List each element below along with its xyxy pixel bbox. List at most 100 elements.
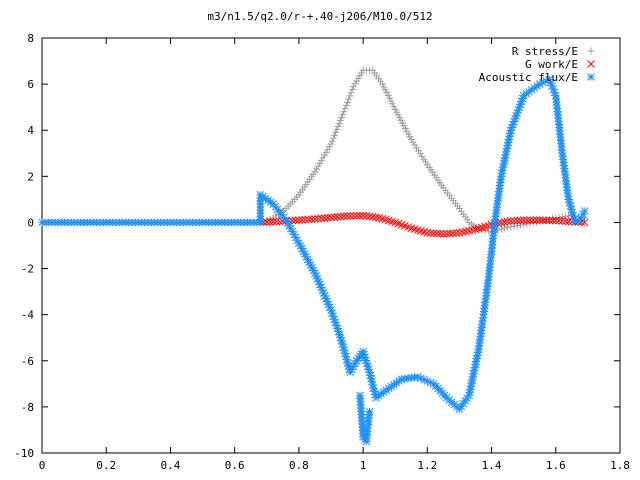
legend-label: G work/E <box>525 58 578 71</box>
data-point <box>336 212 345 221</box>
data-point <box>346 212 355 220</box>
data-point <box>304 215 313 224</box>
data-point <box>558 217 567 225</box>
data-point <box>513 216 522 225</box>
data-point <box>335 120 343 128</box>
y-tick-label: 6 <box>27 78 34 91</box>
x-tick-label: 1.2 <box>417 459 437 472</box>
data-point <box>323 213 332 222</box>
x-tick-label: 1.8 <box>610 459 630 472</box>
x-tick-label: 1 <box>360 459 367 472</box>
data-point <box>475 225 483 233</box>
data-point <box>548 216 557 225</box>
x-tick-label: 0 <box>39 459 46 472</box>
data-point <box>343 98 351 106</box>
data-point <box>365 407 374 416</box>
data-point <box>449 229 457 238</box>
data-point <box>311 215 319 223</box>
y-tick-label: 0 <box>27 216 34 229</box>
data-marks <box>38 66 589 446</box>
chart-title: m3/n1.5/q2.0/r-+.40-j206/M10.0/512 <box>207 10 432 23</box>
series-0 <box>256 66 589 236</box>
data-point <box>501 150 510 159</box>
data-point <box>331 131 339 139</box>
data-point <box>327 213 335 222</box>
y-tick-label: -8 <box>21 401 34 414</box>
data-point <box>503 217 512 226</box>
data-point <box>347 89 355 97</box>
data-point <box>423 228 432 237</box>
x-tick-label: 0.8 <box>289 459 309 472</box>
data-point <box>327 140 335 148</box>
y-tick-label: -4 <box>21 309 35 322</box>
data-point <box>532 216 541 224</box>
data-point <box>328 137 336 145</box>
data-point <box>462 227 470 236</box>
data-point <box>343 212 351 220</box>
data-point <box>516 216 525 225</box>
x-tick-label: 0.6 <box>225 459 245 472</box>
data-point <box>298 216 306 224</box>
data-point <box>529 216 538 224</box>
data-point <box>468 226 477 234</box>
data-point <box>291 216 300 225</box>
data-point <box>561 217 570 226</box>
data-point <box>436 229 445 238</box>
x-tick-label: 0.2 <box>96 459 116 472</box>
data-point <box>455 228 464 237</box>
legend-marker <box>587 60 595 68</box>
x-tick-label: 1.4 <box>482 459 502 472</box>
legend-label: R stress/E <box>512 45 578 58</box>
data-point <box>500 218 509 226</box>
data-point <box>329 134 337 142</box>
data-point <box>339 111 347 119</box>
data-point <box>266 218 274 226</box>
data-point <box>352 211 361 220</box>
y-tick-label: 2 <box>27 170 34 183</box>
data-point <box>348 86 356 94</box>
data-point <box>262 218 271 226</box>
data-point <box>356 211 364 220</box>
data-point <box>465 226 473 235</box>
data-point <box>433 229 441 238</box>
data-point <box>580 207 589 215</box>
data-point <box>372 213 380 222</box>
data-point <box>368 213 377 221</box>
x-tick-label: 1.6 <box>546 459 566 472</box>
data-point <box>320 214 329 222</box>
y-tick-label: -2 <box>21 263 34 276</box>
data-point <box>336 117 344 125</box>
data-point <box>539 216 547 225</box>
data-point <box>506 217 515 225</box>
data-point <box>338 114 346 122</box>
axes: 0 0.2 0.4 0.6 0.8 1 1.2 1.4 1.6 1.8 -10 -8 -6 -4 -2 0 2 4… <box>14 32 630 472</box>
y-tick-label: 8 <box>27 32 34 45</box>
data-point <box>535 216 544 224</box>
data-point <box>510 216 518 225</box>
data-point <box>497 218 506 227</box>
data-point <box>520 221 528 229</box>
data-point <box>365 212 374 221</box>
data-point <box>307 215 316 224</box>
data-point <box>345 95 353 103</box>
data-point <box>334 122 342 130</box>
data-point <box>439 230 448 238</box>
data-point <box>314 214 323 223</box>
data-point <box>523 220 531 228</box>
data-point <box>272 217 281 226</box>
data-point <box>341 105 349 113</box>
y-tick-label: -6 <box>21 355 34 368</box>
data-point <box>332 128 340 136</box>
data-point <box>342 101 350 109</box>
data-point <box>333 213 342 221</box>
data-point <box>571 218 579 227</box>
series-2 <box>38 75 589 414</box>
data-point <box>545 216 554 225</box>
plot-frame <box>41 37 621 454</box>
data-point <box>339 212 348 221</box>
data-point <box>580 218 589 227</box>
series-3 <box>356 391 374 446</box>
series-1 <box>256 211 589 238</box>
